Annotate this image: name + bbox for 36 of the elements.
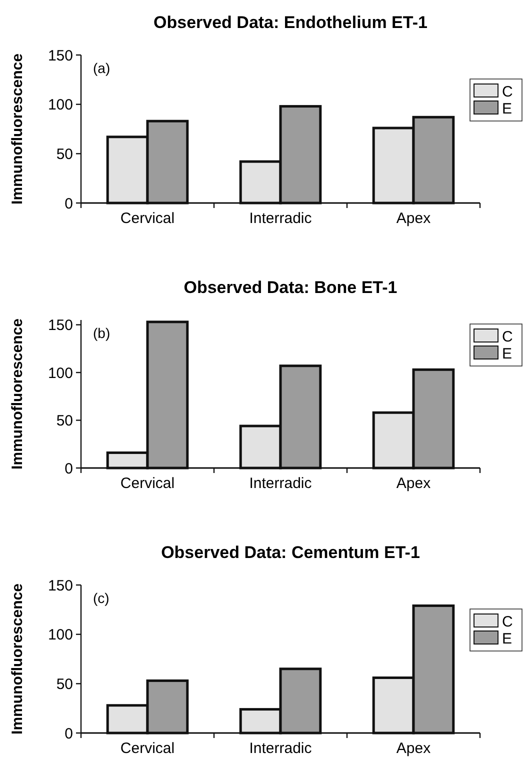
annotation: (c) (93, 590, 110, 606)
chart-title: Observed Data: Cementum ET-1 (161, 543, 420, 562)
y-tick-label: 0 (64, 460, 73, 478)
y-tick-label: 50 (56, 412, 73, 430)
y-axis-title: Immunofluorescence (9, 54, 26, 204)
legend-label: C (502, 613, 513, 630)
legend-label: E (502, 630, 512, 648)
y-tick-label: 100 (48, 364, 73, 382)
y-tick-label: 50 (56, 146, 73, 163)
legend-label: C (502, 83, 513, 100)
y-tick-label: 100 (48, 96, 73, 114)
legend-label: E (502, 345, 512, 362)
annotation: (b) (93, 325, 110, 341)
chart-title: Observed Data: Bone ET-1 (184, 278, 398, 297)
x-tick-label: Apex (396, 210, 432, 227)
y-axis-title: Immunofluorescence (9, 318, 26, 470)
x-tick-label: Cervical (120, 740, 175, 757)
y-tick-label: 150 (48, 47, 73, 64)
annotation: (a) (93, 60, 110, 76)
y-tick-label: 50 (56, 676, 73, 693)
chart-title: Observed Data: Endothelium ET-1 (154, 13, 428, 32)
y-tick-label: 150 (48, 577, 73, 594)
y-axis-title: Immunofluorescence (9, 584, 26, 734)
x-tick-label: Cervical (120, 210, 175, 227)
legend-label: C (502, 328, 513, 346)
x-tick-label: Apex (396, 740, 432, 757)
y-tick-label: 0 (64, 195, 73, 212)
y-tick-label: 150 (48, 317, 73, 334)
x-tick-label: Interradic (249, 475, 312, 492)
x-tick-label: Cervical (120, 475, 175, 492)
y-tick-label: 100 (48, 626, 73, 644)
legend-label: E (502, 100, 512, 118)
y-tick-label: 0 (64, 725, 73, 742)
x-tick-label: Interradic (249, 740, 312, 757)
x-tick-label: Apex (396, 475, 432, 492)
x-tick-label: Interradic (249, 210, 312, 227)
